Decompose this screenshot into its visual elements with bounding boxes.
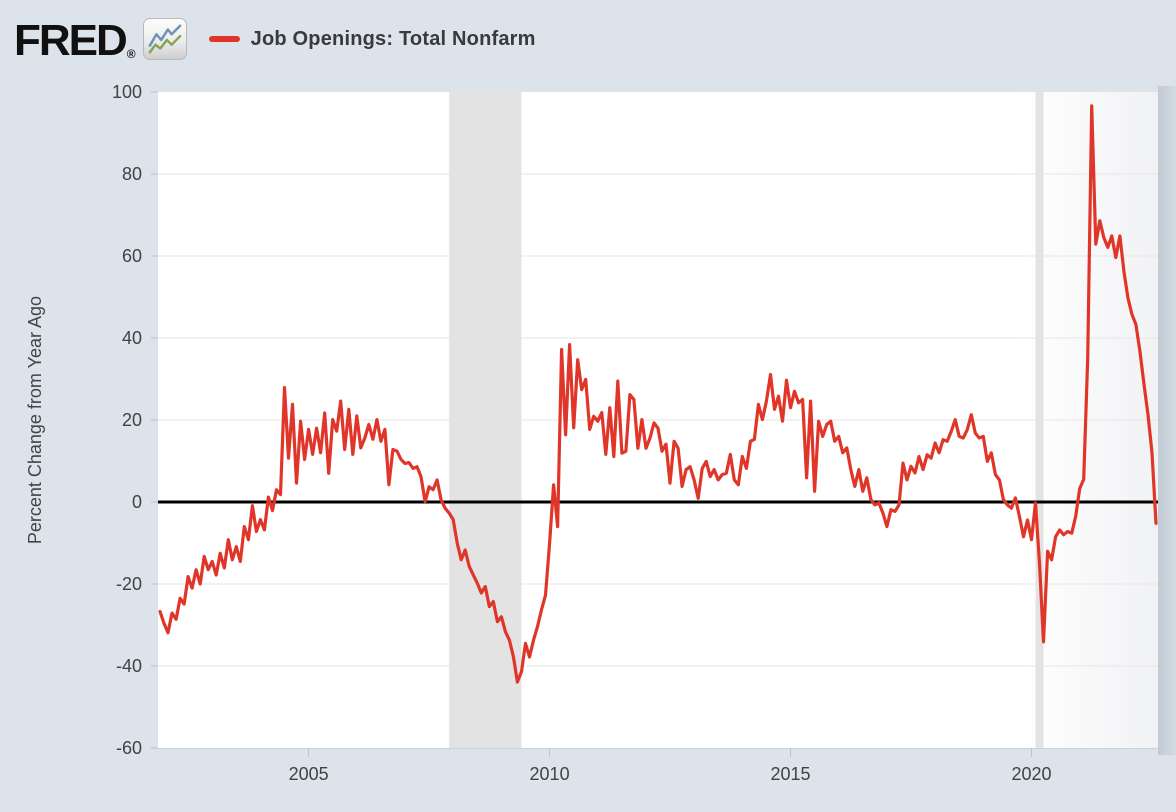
x-tick-label: 2005 — [288, 764, 329, 784]
y-tick-label: 20 — [121, 410, 142, 430]
legend-series-label: Job Openings: Total Nonfarm — [250, 27, 536, 50]
y-tick-label: -40 — [115, 656, 142, 676]
legend-line-swatch — [208, 36, 240, 42]
fred-logo[interactable]: FRED ® — [14, 15, 187, 65]
registered-trademark: ® — [126, 46, 136, 61]
y-tick-label: 0 — [131, 492, 142, 512]
fred-sparkline-icon — [142, 17, 187, 60]
x-tick-label: 2020 — [1011, 764, 1052, 784]
x-tick-label: 2010 — [529, 764, 570, 784]
data-line-job-openings — [158, 104, 1158, 684]
y-tick-label: -60 — [115, 738, 142, 758]
y-tick-label: 100 — [111, 82, 142, 102]
y-tick-label: -20 — [115, 574, 142, 594]
y-tick-label: 40 — [121, 328, 142, 348]
fred-logo-text: FRED — [14, 15, 128, 65]
y-tick-label: 80 — [121, 164, 142, 184]
sparkline-icon-graphic — [148, 24, 182, 53]
x-tick-label: 2015 — [770, 764, 811, 784]
legend: Job Openings: Total Nonfarm — [208, 27, 536, 51]
y-tick-label: 60 — [121, 246, 142, 266]
chart-header: FRED ® Job Openings: Total Nonfarm — [0, 0, 1176, 78]
